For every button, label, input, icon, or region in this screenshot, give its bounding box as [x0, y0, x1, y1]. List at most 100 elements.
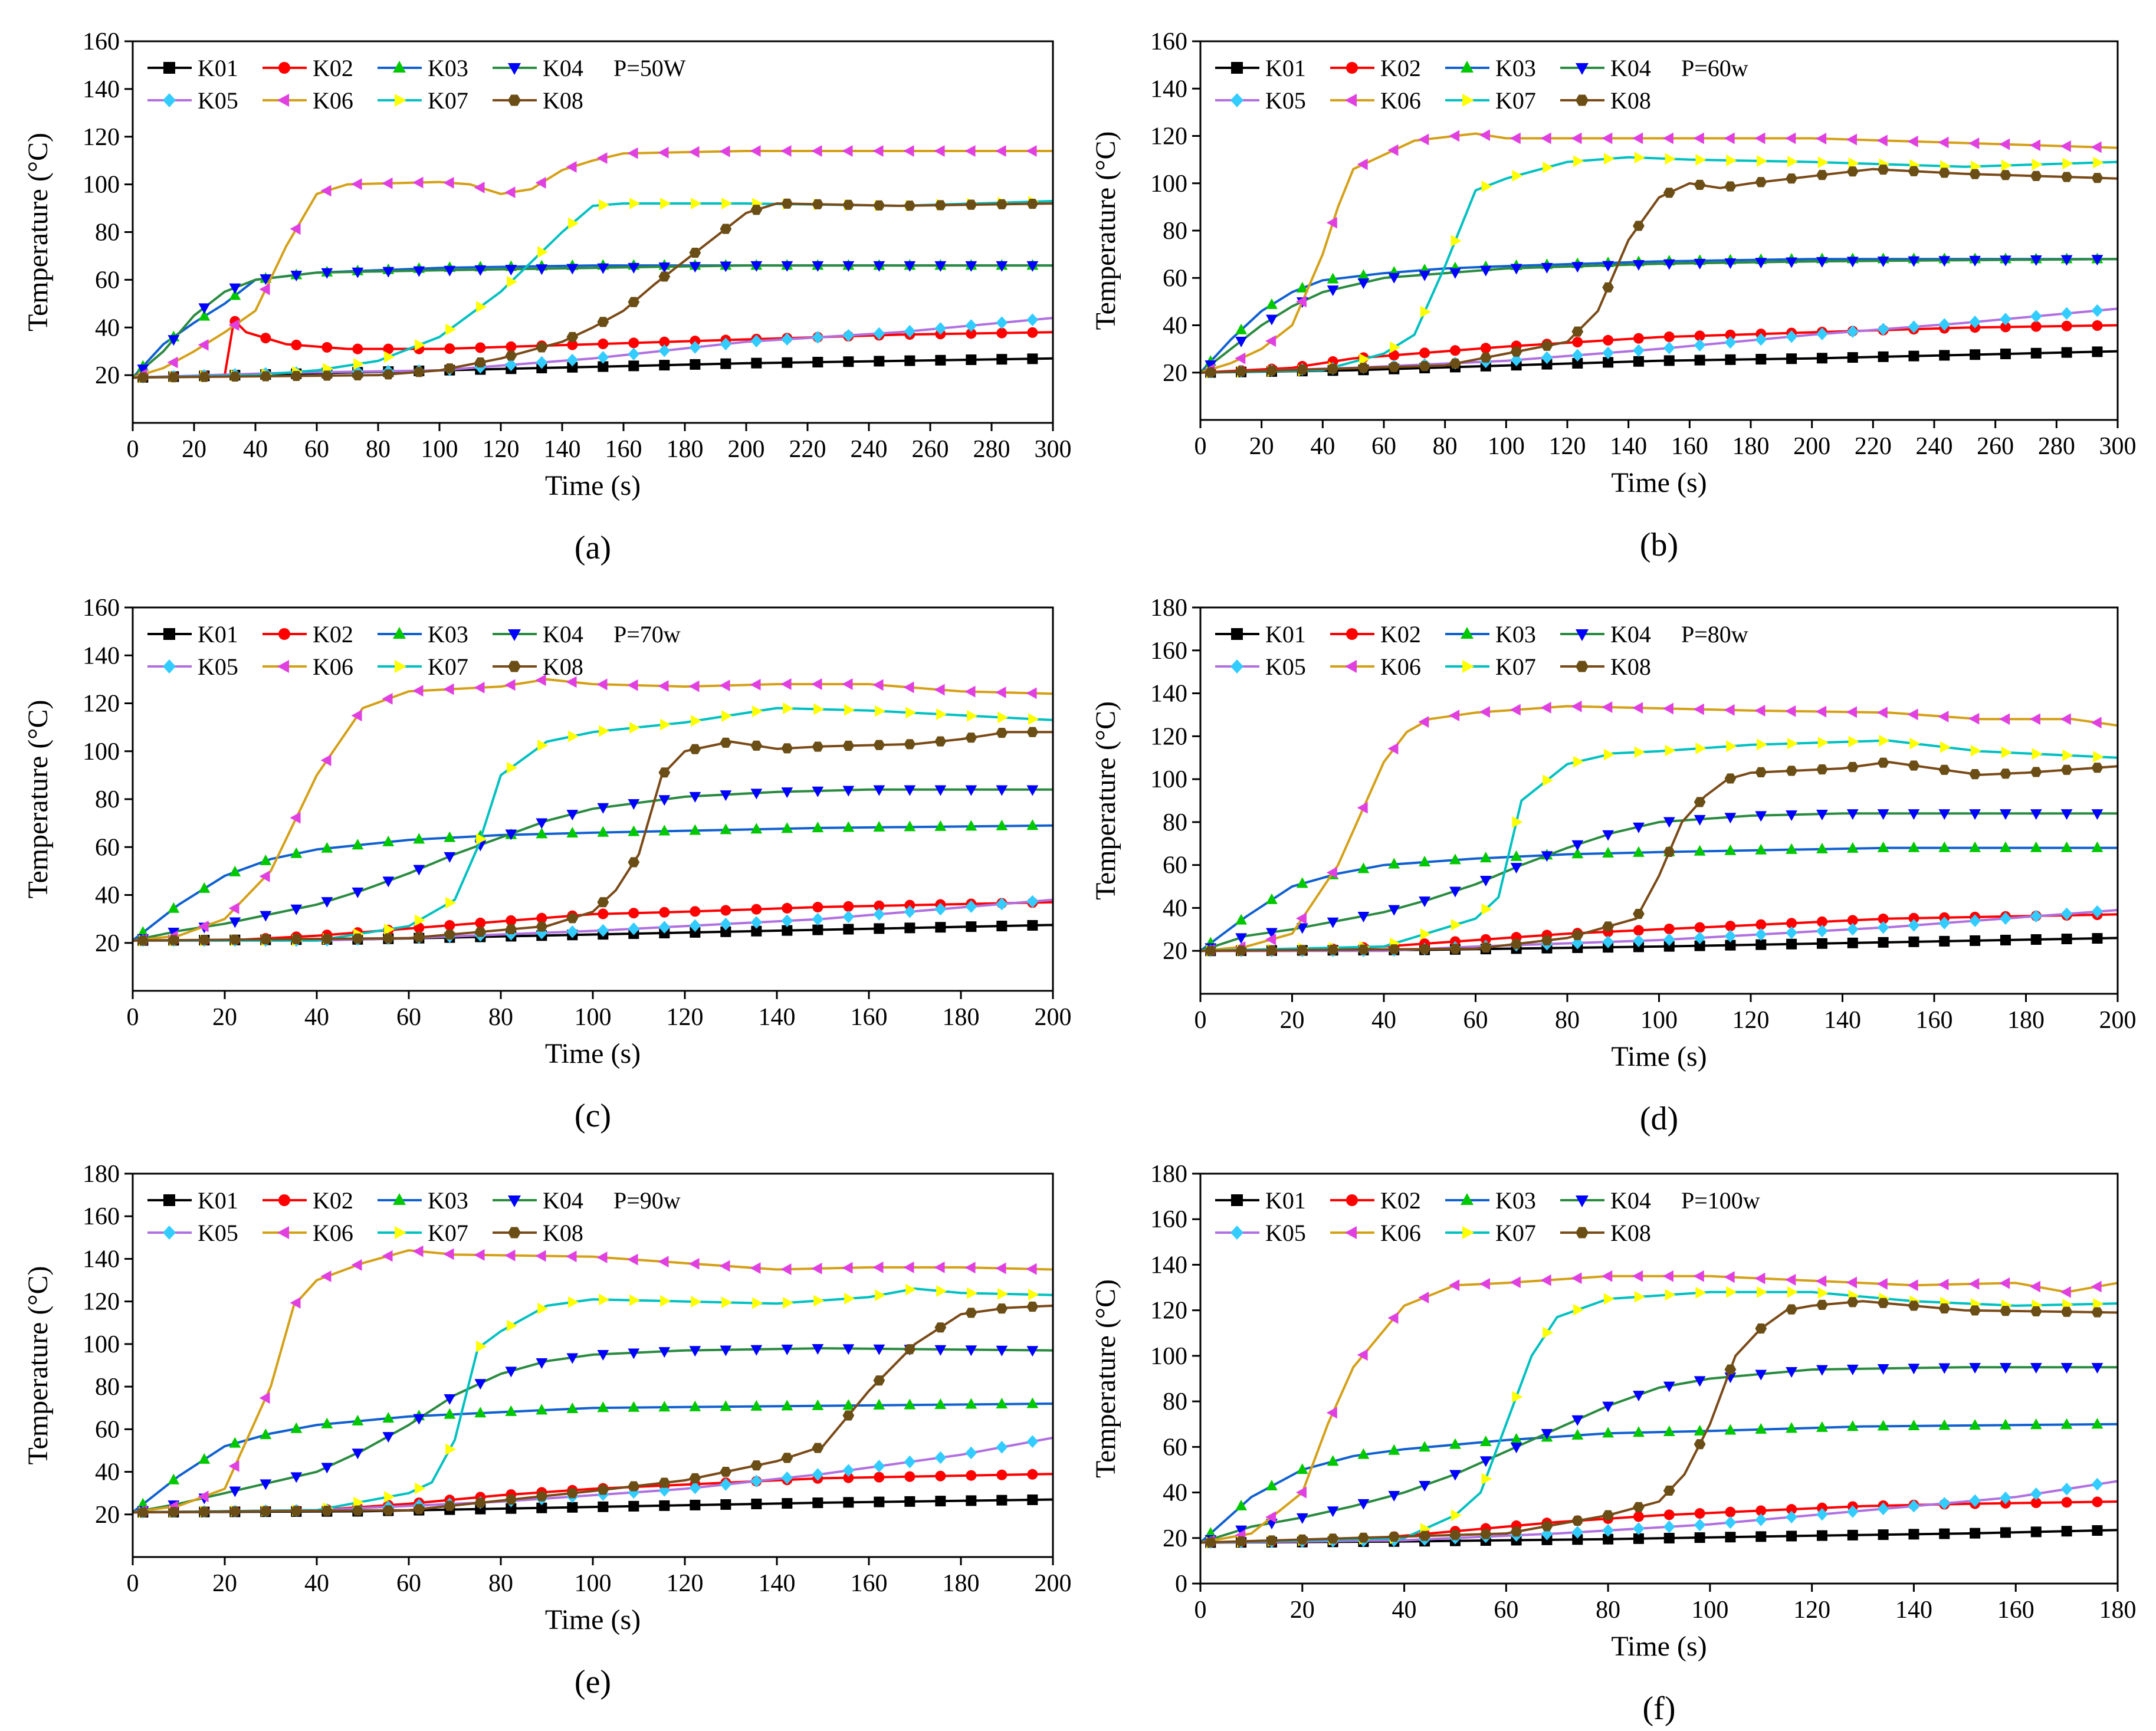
data-point-k08 — [536, 1491, 548, 1502]
data-point-k06 — [259, 871, 270, 882]
data-point-k08 — [904, 201, 916, 211]
data-point-k01 — [2030, 1526, 2042, 1538]
data-point-k08 — [1938, 167, 1951, 178]
legend-marker-k07 — [1462, 94, 1474, 107]
data-point-k01 — [1786, 1530, 1797, 1542]
x-tick-label: 0 — [127, 1570, 139, 1597]
data-point-k04 — [413, 865, 425, 876]
y-tick-label: 120 — [83, 691, 120, 718]
data-point-k08 — [1877, 1298, 1889, 1308]
data-point-k08 — [1846, 1297, 1859, 1308]
data-point-k04 — [720, 261, 732, 272]
data-point-k04 — [1510, 264, 1522, 275]
data-point-k04 — [1846, 1364, 1859, 1375]
data-point-k05 — [1633, 934, 1645, 948]
data-point-k05 — [750, 916, 763, 929]
data-point-k06 — [443, 177, 454, 189]
data-point-k08 — [1602, 1510, 1614, 1520]
data-point-k01 — [2000, 349, 2011, 360]
data-point-k07 — [1573, 1303, 1584, 1316]
data-point-k03 — [1026, 819, 1039, 830]
data-point-k08 — [1755, 767, 1767, 777]
series-line-k04 — [133, 788, 1053, 942]
data-point-k07 — [537, 1302, 549, 1315]
data-point-k08 — [1724, 1364, 1737, 1375]
data-point-k03 — [658, 825, 671, 836]
data-point-k02 — [966, 1470, 977, 1481]
x-tick-label: 160 — [1916, 1007, 1953, 1034]
data-point-k04 — [1357, 911, 1370, 922]
data-point-k03 — [628, 1401, 640, 1412]
data-point-k04 — [1026, 785, 1039, 796]
data-point-k08 — [2091, 173, 2104, 183]
data-point-k01 — [628, 360, 639, 372]
data-point-k03 — [2060, 841, 2073, 852]
data-point-k07 — [1695, 1287, 1707, 1299]
data-point-k06 — [1540, 1274, 1551, 1286]
y-tick-label: 140 — [83, 1246, 120, 1273]
data-point-k06 — [351, 710, 362, 722]
series-line-k06 — [133, 1249, 1053, 1514]
data-point-k04 — [2030, 809, 2042, 820]
series-line-k01 — [1200, 350, 2118, 374]
data-point-k06 — [842, 678, 853, 690]
x-tick-label: 180 — [943, 1570, 980, 1597]
legend-label-k08: K08 — [1610, 653, 1651, 680]
data-point-k02 — [1419, 347, 1430, 359]
data-point-k08 — [1449, 1530, 1461, 1541]
data-point-k08 — [904, 1344, 916, 1355]
legend-label-k02: K02 — [313, 55, 353, 81]
legend-marker-k08 — [508, 94, 521, 106]
data-point-k04 — [1786, 1367, 1798, 1378]
data-point-k04 — [444, 852, 456, 863]
data-point-k04 — [1663, 1381, 1675, 1392]
data-point-k01 — [567, 1502, 578, 1513]
data-point-k07 — [691, 1296, 702, 1308]
data-point-k06 — [535, 674, 546, 687]
x-tick-label: 160 — [851, 1004, 888, 1031]
data-point-k07 — [2001, 159, 2012, 172]
data-point-k07 — [660, 1295, 671, 1307]
data-point-k08 — [198, 1506, 211, 1517]
data-point-k06 — [535, 1250, 546, 1262]
y-tick-label: 140 — [83, 642, 120, 669]
data-point-k06 — [1326, 866, 1337, 879]
data-point-k05 — [658, 344, 671, 357]
data-point-k08 — [1633, 908, 1645, 919]
data-point-k07 — [1665, 153, 1676, 165]
data-point-k04 — [321, 897, 333, 908]
legend-label-k03: K03 — [1495, 621, 1536, 648]
data-point-k02 — [2030, 321, 2042, 332]
data-point-k04 — [996, 261, 1008, 272]
x-tick-label: 120 — [1732, 1007, 1770, 1034]
data-point-k08 — [260, 934, 272, 945]
data-point-k03 — [444, 1408, 456, 1419]
data-point-k04 — [1479, 265, 1492, 277]
data-point-k06 — [1602, 701, 1613, 713]
data-point-k04 — [965, 785, 977, 796]
data-point-k04 — [1388, 1490, 1400, 1502]
data-point-k08 — [1388, 1532, 1400, 1542]
data-point-k07 — [2093, 751, 2104, 763]
data-point-k07 — [660, 718, 671, 731]
data-point-k07 — [2062, 749, 2073, 761]
x-tick-label: 200 — [728, 436, 765, 463]
data-point-k01 — [1572, 1534, 1583, 1545]
chart-panel-c: 0 20 40 60 80 100 120 140 160 180 200 20 40 60 80 100 12… — [22, 594, 1072, 1134]
data-point-k04 — [750, 1345, 763, 1356]
data-point-k06 — [627, 147, 638, 159]
data-point-k06 — [259, 1392, 270, 1404]
data-point-k08 — [904, 739, 916, 750]
data-point-k03 — [1357, 1448, 1370, 1459]
legend-label-k06: K06 — [313, 653, 353, 680]
legend-marker-k03 — [393, 1193, 406, 1205]
data-point-k06 — [1509, 1276, 1521, 1289]
data-point-k06 — [627, 679, 638, 691]
data-point-k04 — [352, 887, 364, 898]
data-point-k08 — [352, 933, 364, 944]
data-point-k06 — [2029, 1280, 2040, 1293]
legend-marker-k01 — [163, 1194, 175, 1206]
data-point-k05 — [1786, 1510, 1798, 1524]
x-tick-label: 0 — [127, 1004, 139, 1031]
data-point-k04 — [1724, 813, 1737, 824]
